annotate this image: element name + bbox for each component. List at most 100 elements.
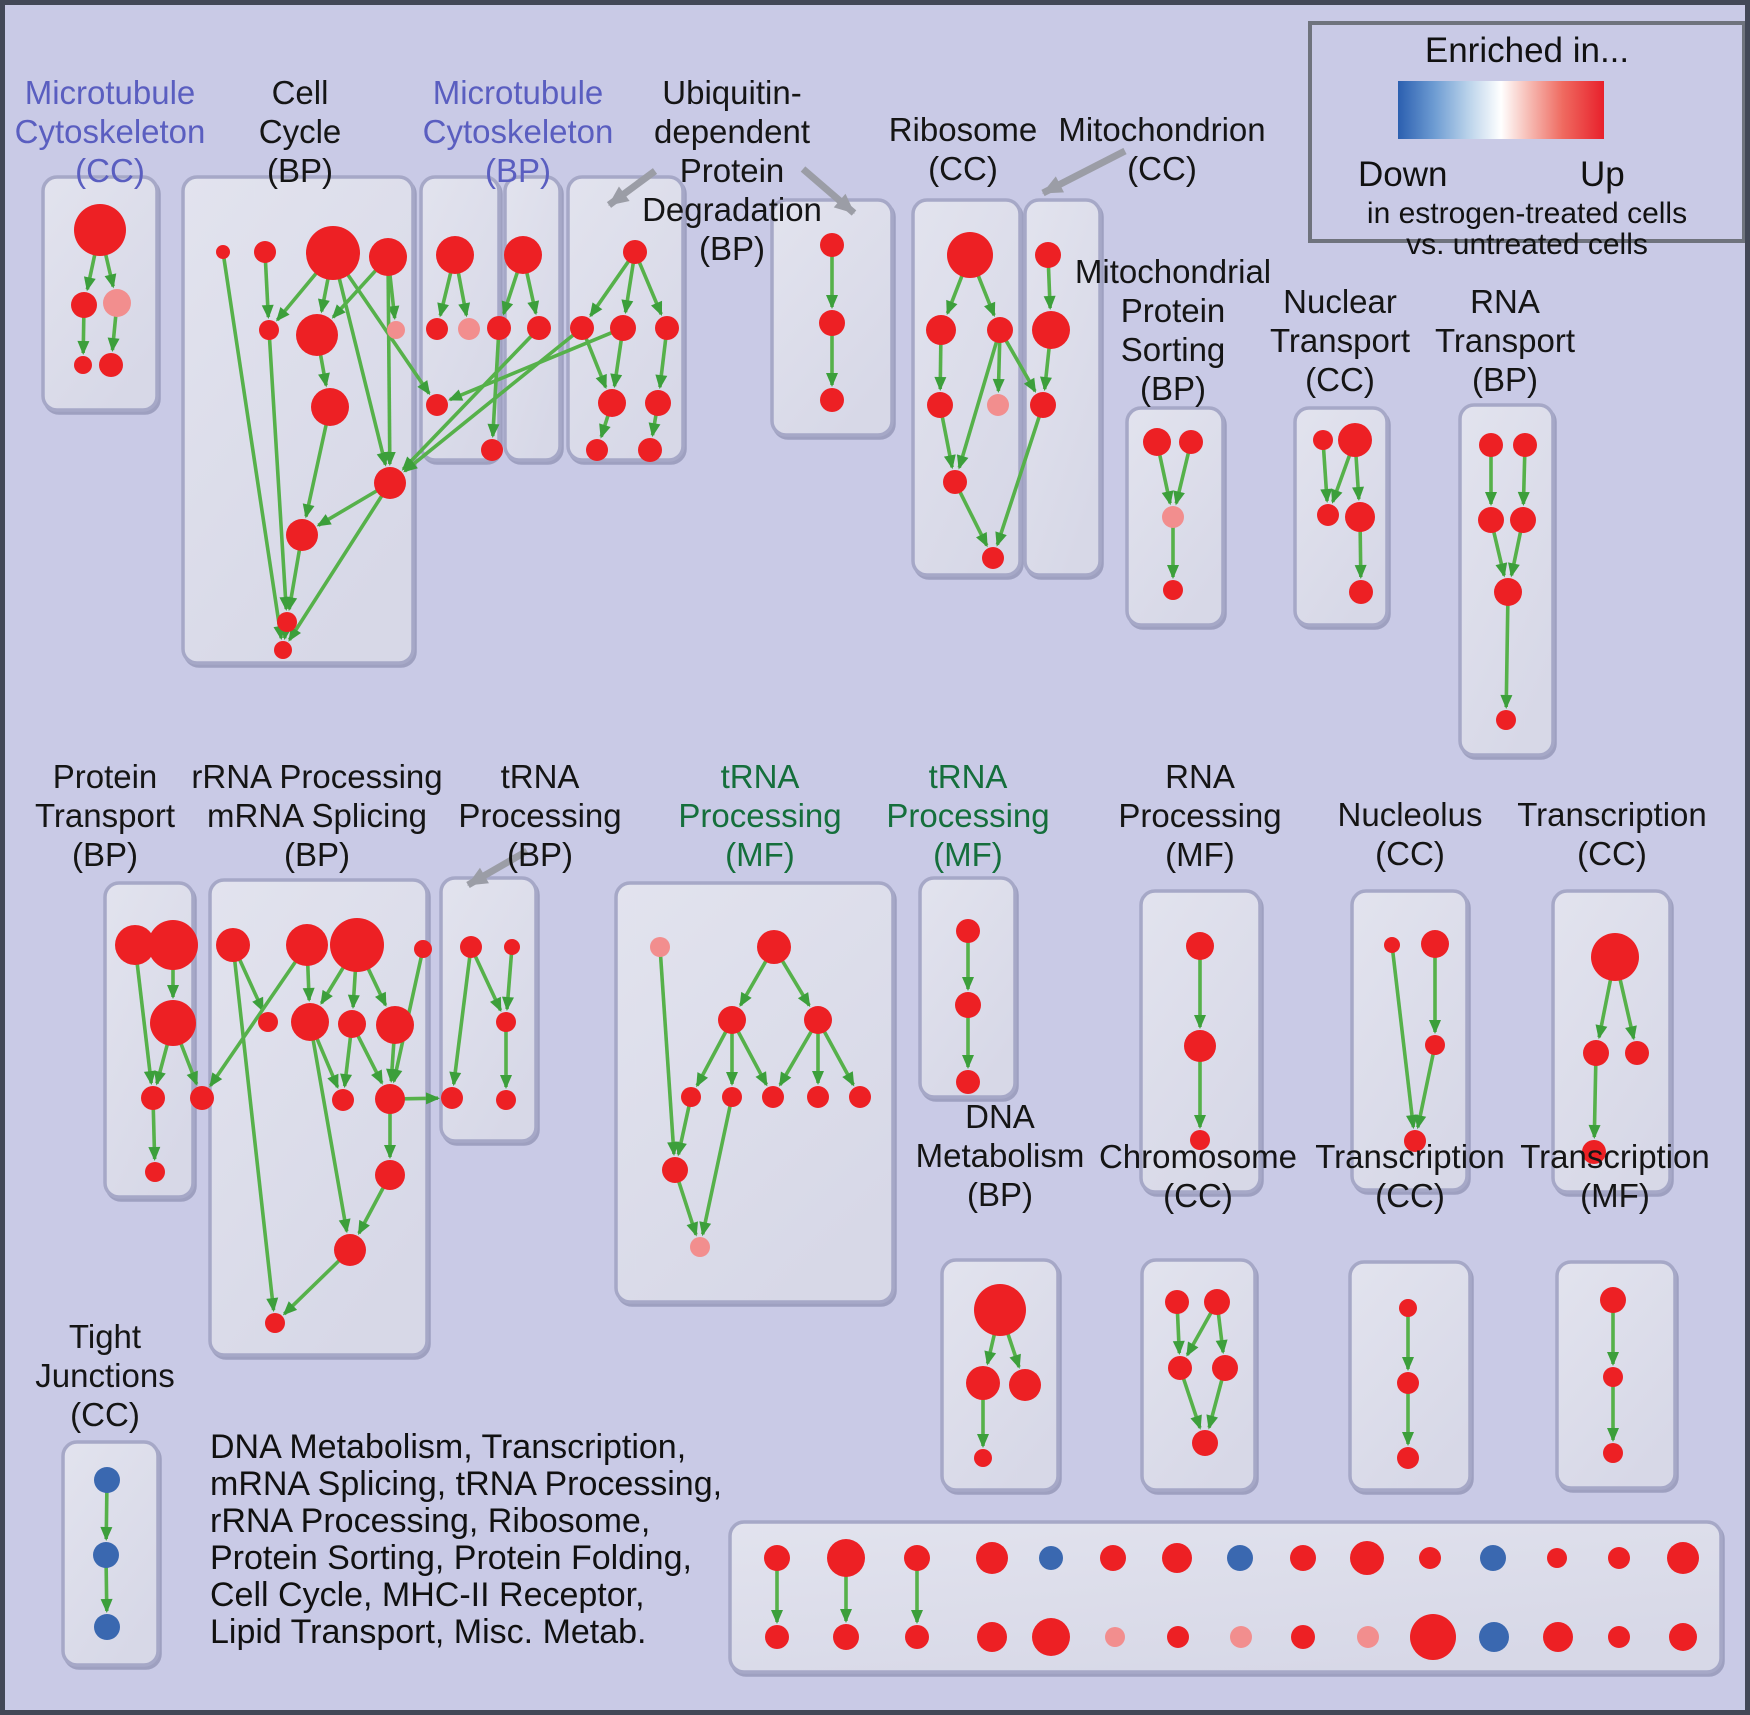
cluster-box-nucleolus [1350, 889, 1469, 1192]
misc-categories-note: DNA Metabolism, Transcription, mRNA Spli… [210, 1429, 722, 1651]
go-term-node-red [1313, 430, 1333, 450]
edge-arrow [302, 963, 315, 1003]
go-term-node-pink [690, 1237, 710, 1257]
cluster-label-trna-mf-small: tRNA Processing (MF) [886, 757, 1049, 874]
edge-arrow [1003, 338, 1037, 393]
edge-arrow [1331, 453, 1352, 504]
edge-arrow [311, 1038, 351, 1234]
edge-arrow [318, 353, 330, 388]
go-term-node-red [1350, 1541, 1384, 1575]
cluster-label-line: Nuclear [1283, 283, 1397, 320]
cluster-label-rrna: rRNA Processing mRNA Splicing (BP) [191, 757, 442, 874]
go-term-node-red [376, 1006, 414, 1044]
edge-arrow [178, 1041, 199, 1086]
edge-arrow [287, 493, 384, 642]
edge-arrow [934, 342, 947, 392]
note-line: rRNA Processing, Ribosome, [210, 1502, 651, 1540]
go-term-node-red [1035, 242, 1061, 268]
go-term-node-red [1167, 1626, 1189, 1648]
cluster-label-line: Metabolism [915, 1137, 1085, 1174]
go-term-node-red [655, 316, 679, 340]
edge-arrow [148, 1107, 161, 1162]
cluster-label-line: Cell [271, 74, 329, 111]
go-term-node-red [1163, 580, 1183, 600]
edge-arrow [77, 315, 90, 356]
cluster-box-ribosome [911, 198, 1022, 577]
edge-arrow [340, 1035, 353, 1089]
go-term-node-blue [1227, 1545, 1253, 1571]
go-term-node-red [1669, 1623, 1697, 1651]
go-term-node-red [374, 467, 406, 499]
go-term-node-red [74, 356, 92, 374]
edge-arrow [984, 1332, 997, 1366]
go-term-node-red [1168, 1356, 1192, 1380]
label-pointer-arrow [466, 847, 529, 889]
edge-arrow [1508, 530, 1523, 578]
cluster-label-line: tRNA [720, 758, 800, 795]
cluster-label-line: Processing [458, 797, 622, 834]
edge-arrow [209, 959, 298, 1088]
go-term-node-red [1421, 930, 1449, 958]
cluster-label-line: (BP) [1472, 361, 1538, 398]
edge-arrow [675, 1104, 692, 1157]
note-line: Cell Cycle, MHC-II Receptor, [210, 1576, 645, 1614]
go-term-node-red [265, 1313, 285, 1333]
go-term-node-red [1419, 1547, 1441, 1569]
go-term-node-red [1513, 433, 1537, 457]
edge-arrow [1005, 1332, 1021, 1369]
edge-arrow [676, 1179, 698, 1237]
go-term-node-red [1608, 1626, 1630, 1648]
cluster-box-cell-cycle [181, 175, 415, 665]
label-pointer-arrow [1041, 147, 1127, 197]
cluster-label-trna-mf-big: tRNA Processing (MF) [678, 757, 841, 874]
cluster-label-mito-sorting: Mitochondrial Protein Sorting (BP) [1075, 252, 1271, 408]
go-term-node-red [369, 238, 407, 276]
go-term-node-red [849, 1086, 871, 1108]
cluster-label-line: Transport [1435, 322, 1575, 359]
edge-arrow [83, 253, 97, 292]
go-term-node-red [757, 930, 791, 964]
go-term-node-red [1345, 502, 1375, 532]
note-line: Protein Sorting, Protein Folding, [210, 1539, 692, 1577]
edge-arrow [1043, 265, 1056, 311]
edge-arrow [599, 413, 611, 439]
go-term-node-red [977, 1622, 1007, 1652]
cluster-label-line: Tight [68, 1318, 142, 1355]
cluster-label-line: (BP) [484, 152, 551, 189]
go-term-node-red [1625, 1041, 1649, 1065]
edge-arrow [449, 955, 472, 1087]
go-term-node-red [943, 470, 967, 494]
cluster-label-line: DNA [965, 1098, 1035, 1135]
edge-arrow [648, 413, 661, 438]
legend-down-label: Down [1358, 155, 1448, 194]
go-term-node-red [807, 1086, 829, 1108]
go-term-node-red [274, 641, 292, 659]
cluster-box-mt-bp1 [419, 175, 501, 462]
go-term-node-red [1204, 1289, 1230, 1315]
edge-arrow [1390, 950, 1418, 1130]
go-term-node-blue [93, 1542, 119, 1568]
go-term-node-red [1547, 1548, 1567, 1568]
cluster-label-line: Ubiquitin- [662, 74, 802, 111]
go-term-node-red [820, 388, 844, 412]
cluster-label-line: (BP) [507, 836, 573, 873]
go-term-node-red [1583, 1040, 1609, 1066]
edge-arrow [331, 268, 378, 319]
cluster-label-line: Microtubule [432, 74, 604, 111]
edge-arrow [403, 332, 576, 473]
go-term-node-red [150, 1000, 196, 1046]
go-term-node-red [216, 928, 250, 962]
go-term-node-pink [103, 289, 131, 317]
go-term-node-red [334, 1234, 366, 1266]
go-term-node-red [1212, 1355, 1238, 1381]
edge-arrow [1618, 978, 1637, 1041]
edge-arrow [584, 336, 608, 390]
edge-arrow [1414, 1052, 1436, 1130]
go-term-node-red [286, 924, 328, 966]
edge-arrow [1206, 1378, 1224, 1430]
edge-arrow [695, 1029, 728, 1088]
cluster-label-line: rRNA Processing [191, 758, 443, 795]
cluster-label-line: tRNA [500, 758, 580, 795]
go-term-node-red [296, 314, 338, 356]
edge-arrow [275, 271, 319, 322]
